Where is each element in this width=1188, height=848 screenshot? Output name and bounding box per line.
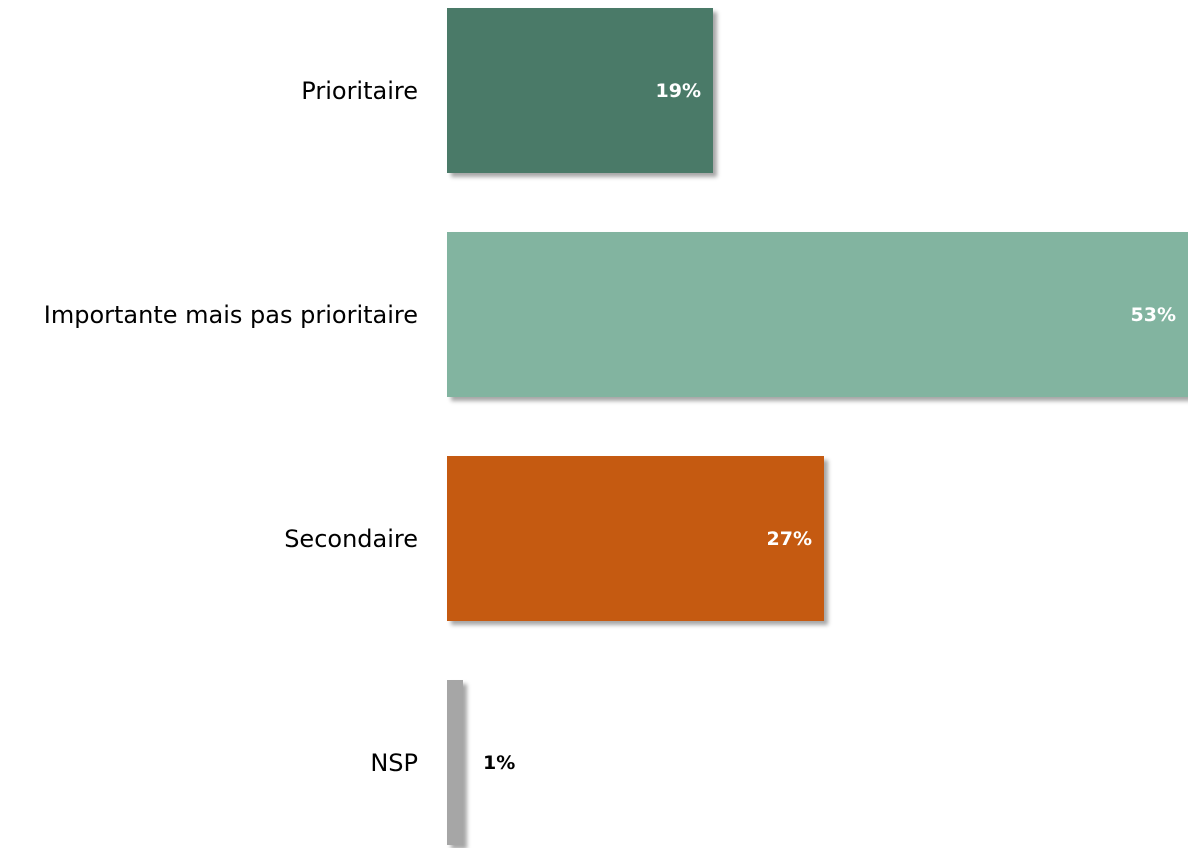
- category-label: Importante mais pas prioritaire: [43, 300, 418, 329]
- data-label: 19%: [655, 79, 701, 102]
- category-label: NSP: [370, 748, 418, 777]
- data-label: 27%: [766, 527, 812, 550]
- data-label: 53%: [1130, 303, 1176, 326]
- category-label: Secondaire: [284, 524, 418, 553]
- data-label: 1%: [483, 751, 516, 774]
- bar: [447, 456, 824, 621]
- bar: [447, 8, 713, 173]
- bar: [447, 232, 1188, 397]
- bar: [447, 680, 463, 845]
- category-label: Prioritaire: [301, 76, 418, 105]
